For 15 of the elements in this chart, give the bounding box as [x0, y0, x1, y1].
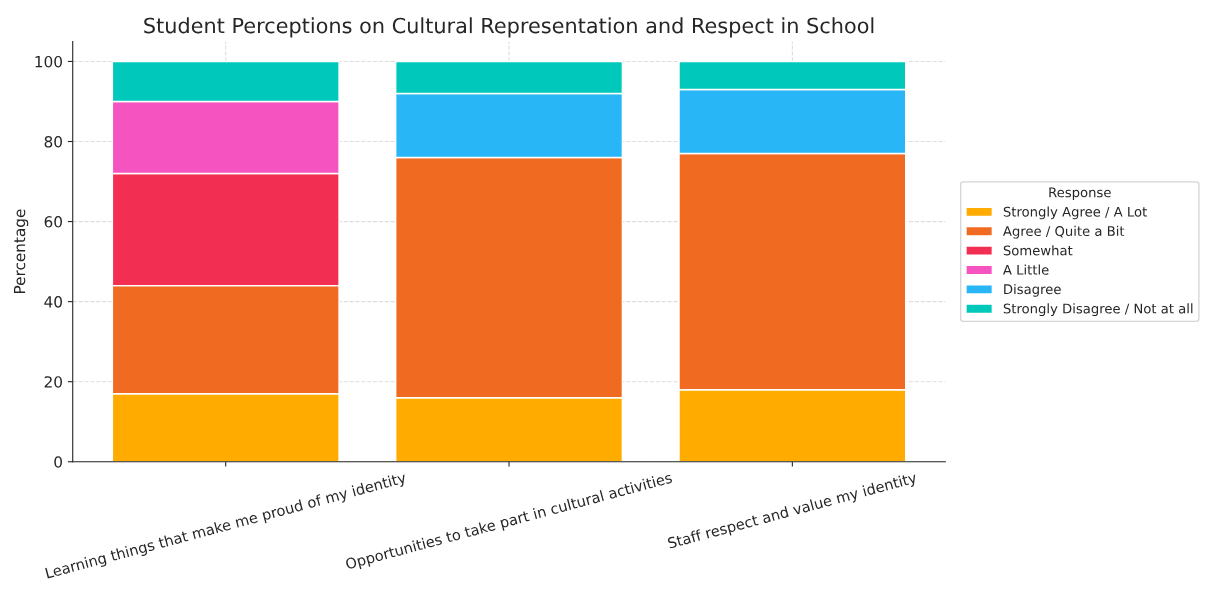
y-tick-label: 100: [35, 55, 62, 68]
legend-label: Strongly Agree / A Lot: [1003, 206, 1147, 220]
legend-label: Strongly Disagree / Not at all: [1003, 303, 1193, 317]
legend-title: Response: [1049, 187, 1111, 200]
chart-title: Student Perceptions on Cultural Representation and Respect in School: [144, 17, 874, 38]
y-tick-label: 40: [44, 296, 62, 308]
legend-label: Agree / Quite a Bit: [1003, 225, 1125, 239]
y-tick-label: 20: [44, 376, 62, 388]
legend-label: A Little: [1003, 264, 1049, 275]
y-axis-title: Percentage: [13, 209, 29, 294]
y-tick-label: 80: [44, 135, 62, 148]
legend-label: Somewhat: [1003, 245, 1073, 256]
y-tick-label: 60: [44, 216, 62, 228]
y-tick-label: 0: [54, 456, 62, 468]
legend-label: Disagree: [1004, 283, 1061, 297]
